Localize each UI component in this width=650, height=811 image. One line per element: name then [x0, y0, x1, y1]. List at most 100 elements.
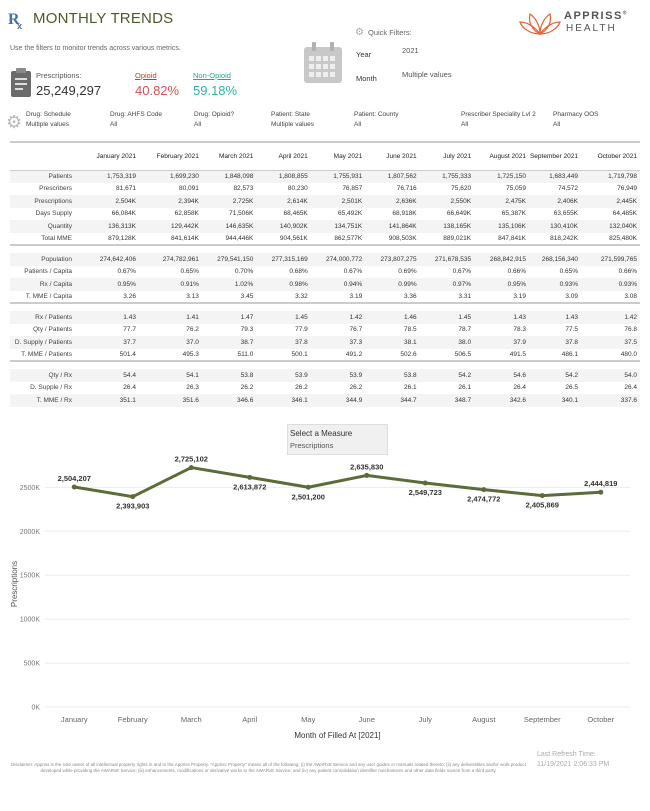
table-cell: 342.6 — [474, 394, 530, 407]
x-tick-label: June — [359, 715, 375, 724]
row-label: T. MME / Rx — [10, 394, 80, 407]
table-row: Total MME 879,128K 841,614K 944,446K 904,561… — [10, 233, 640, 246]
data-point — [305, 484, 311, 490]
logo-subtext: HEALTH — [566, 23, 617, 34]
table-cell: 337.6 — [581, 394, 640, 407]
table-cell: 1.42 — [310, 311, 366, 324]
table-cell: 140,902K — [256, 220, 311, 233]
table-cell: 37.7 — [80, 336, 139, 349]
table-cell: 1.41 — [138, 311, 202, 324]
x-tick-label: April — [242, 715, 257, 724]
table-cell: 82,573 — [233, 185, 254, 193]
filter-pharmacy-oos-value[interactable]: All — [553, 121, 561, 128]
filter-drug-schedule-value[interactable]: Multiple values — [26, 121, 69, 128]
table-cell: 77.9 — [295, 326, 308, 334]
data-label: 2,501,200 — [292, 492, 325, 501]
last-refresh-time: 11/19/2021 2:06:33 PM — [537, 761, 610, 768]
table-cell: 274,000,772 — [310, 253, 366, 266]
table-cell: 2,501K — [310, 195, 366, 208]
kpi-opioid-label[interactable]: Opioid — [135, 71, 157, 80]
table-cell: 130,410K — [529, 220, 582, 233]
row-label: Quantity — [10, 220, 80, 233]
table-cell: 502.6 — [400, 350, 417, 358]
table-cell: 26.1 — [458, 384, 472, 392]
row-label: Patients / Capita — [24, 268, 72, 276]
filter-prescriber-specialty-label: Prescriber Speciality Lvl 2 — [461, 111, 536, 118]
x-axis-title: Month of Filled At [2021] — [294, 731, 380, 740]
table-cell: 1.43 — [474, 311, 530, 324]
table-cell: 1.47 — [201, 311, 257, 324]
year-filter-value[interactable]: 2021 — [402, 46, 419, 55]
filter-patient-county-value[interactable]: All — [354, 121, 362, 128]
table-cell: 351.6 — [138, 394, 202, 407]
data-point — [364, 472, 370, 478]
year-filter-label: Year — [356, 50, 372, 59]
table-cell: 1.43 — [80, 311, 139, 324]
y-tick-label: 2000K — [20, 529, 41, 536]
kpi-non-opioid-label[interactable]: Non-Opioid — [193, 71, 231, 80]
table-cell: 80,230 — [287, 185, 308, 193]
svg-text:R: R — [8, 11, 20, 28]
data-label: 2,613,872 — [233, 482, 266, 491]
table-cell: 268,842,915 — [474, 253, 530, 266]
row-label: Qty / Rx — [10, 369, 80, 382]
row-label: D. Supply / Patients — [10, 336, 80, 349]
filter-drug-ahfs-value[interactable]: All — [110, 121, 118, 128]
table-cell: 0.91% — [138, 278, 202, 291]
table-cell: 77.7 — [123, 326, 136, 334]
table-row: Prescriptions 2,504K 2,394K 2,725K 2,614K 2,5… — [10, 195, 640, 208]
filter-pharmacy-oos-label: Pharmacy OOS — [553, 111, 599, 118]
table-cell: 26.4 — [624, 384, 637, 392]
table-cell: 136,313K — [80, 220, 139, 233]
data-label: 2,393,903 — [116, 502, 149, 511]
table-cell: 0.99% — [365, 278, 420, 291]
column-header: January 2021 — [80, 141, 139, 171]
table-cell: 1.43 — [529, 311, 582, 324]
measure-selector-title: Select a Measure — [290, 429, 353, 438]
month-filter-value[interactable]: Multiple values — [402, 70, 452, 79]
filter-prescriber-specialty-value[interactable]: All — [461, 121, 469, 128]
table-cell: 53.9 — [256, 369, 311, 382]
table-cell: 38.1 — [365, 336, 420, 349]
table-cell: 3.09 — [565, 292, 579, 300]
x-tick-label: January — [61, 715, 88, 724]
row-label: Rx / Patients — [10, 311, 80, 324]
table-cell: 78.5 — [403, 326, 417, 334]
table-cell: 274,782,961 — [138, 253, 202, 266]
table-cell: 0.94% — [310, 278, 366, 291]
table-cell: 0.98% — [256, 278, 311, 291]
table-cell: 141,864K — [365, 220, 420, 233]
table-cell: 495.3 — [182, 350, 199, 358]
x-tick-label: September — [524, 715, 561, 724]
filter-drug-opioid-value[interactable]: All — [194, 121, 202, 128]
row-label: Days Supply — [35, 210, 73, 218]
last-refresh-label: Last Refresh Time: — [537, 751, 596, 758]
table-cell: 340.1 — [529, 394, 582, 407]
measure-selector-value[interactable]: Prescriptions — [290, 441, 334, 450]
table-cell: 1.02% — [201, 278, 257, 291]
table-cell: 129,442K — [138, 220, 202, 233]
x-tick-label: February — [118, 715, 148, 724]
table-cell: 76.2 — [186, 326, 199, 334]
table-cell: 0.66% — [507, 268, 527, 276]
table-cell: 904,561K — [279, 234, 308, 242]
table-cell: 26.4 — [513, 384, 527, 392]
y-tick-label: 1000K — [20, 617, 41, 624]
table-cell: 0.68% — [289, 268, 308, 276]
table-cell: 348.7 — [419, 394, 475, 407]
filter-patient-state-value[interactable]: Multiple values — [271, 121, 314, 128]
table-row: Patients 1,753,319 1,699,230 1,848,098 1,808… — [10, 170, 640, 183]
data-label: 2,444,819 — [584, 479, 617, 488]
table-cell: 0.95% — [80, 278, 139, 291]
calendar-icon — [304, 42, 342, 83]
prescription-doc-icon — [11, 68, 31, 97]
table-cell: 26.2 — [240, 384, 254, 392]
table-cell: 132,040K — [581, 220, 640, 233]
table-row: Days Supply 66,084K 62,858K 71,506K 68,465K 6… — [10, 208, 640, 221]
table-cell: 501.4 — [119, 350, 136, 358]
table-cell: 68,465K — [283, 210, 308, 218]
table-row: Patients / Capita 0.67% 0.65% 0.70% 0.68% 0.6… — [10, 266, 640, 279]
table-cell: 26.4 — [123, 384, 136, 392]
table-cell: 54.2 — [419, 369, 475, 382]
measure-selector[interactable] — [287, 424, 388, 455]
